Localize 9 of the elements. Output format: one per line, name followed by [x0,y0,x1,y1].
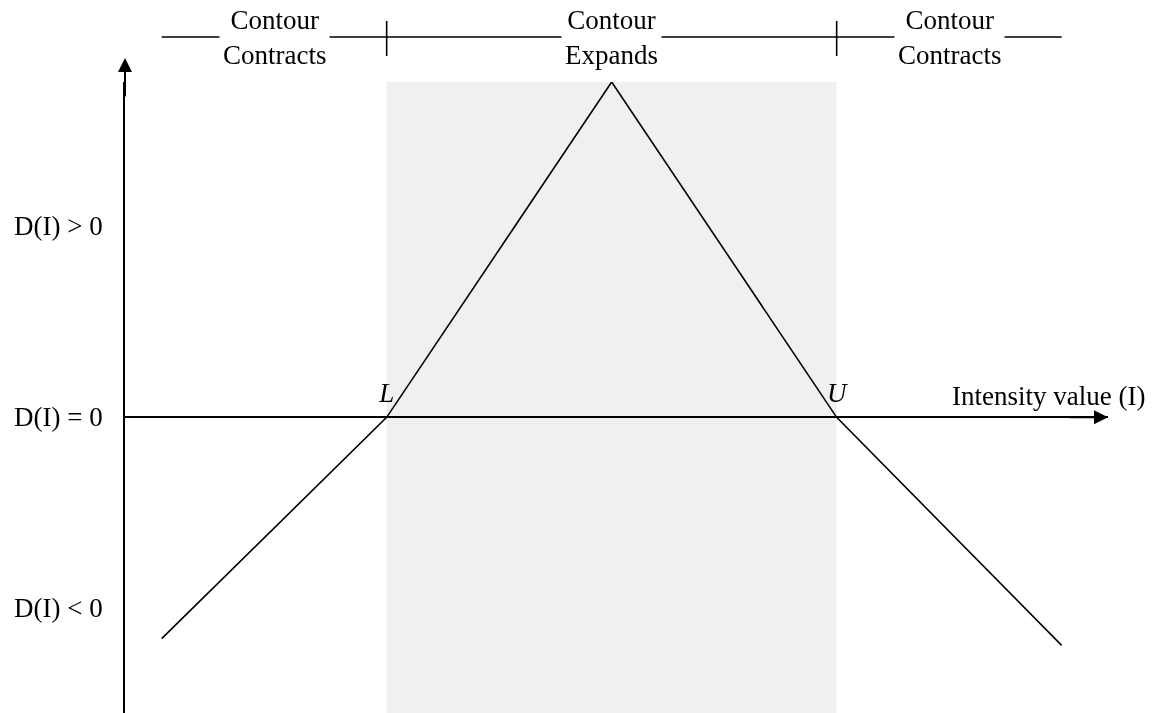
x-axis-title: Intensity value (I) [952,381,1146,411]
text: Contour Contracts [898,5,1002,71]
text: Contour Contracts [223,5,327,71]
text: D(I) < 0 [14,593,103,623]
x-tick-label: L [378,377,395,408]
band-label: Contour Expands [565,5,658,71]
text: D(I) = 0 [14,402,103,432]
text: D(I) > 0 [14,211,103,241]
x-tick-label: U [826,377,848,408]
